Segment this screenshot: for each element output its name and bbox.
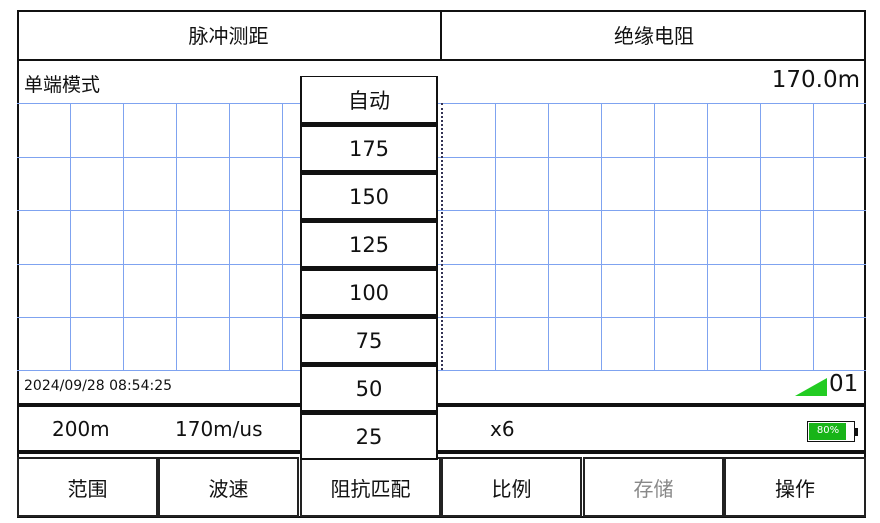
signal-icon (795, 378, 827, 396)
dropdown-option[interactable]: 100 (300, 268, 438, 316)
button-label: 存储 (633, 476, 674, 501)
divider (17, 403, 866, 407)
option-label: 125 (348, 232, 390, 257)
button-label: 范围 (67, 476, 108, 501)
button-5[interactable]: 操作 (724, 457, 866, 517)
grid-line-vertical (282, 103, 283, 370)
dropdown-option[interactable]: 175 (300, 124, 438, 172)
grid-line-vertical (601, 103, 602, 370)
button-4[interactable]: 存储 (583, 457, 724, 517)
battery-icon: 80% (807, 421, 858, 442)
range-value: 200m (52, 417, 110, 441)
dropdown-option[interactable]: 25 (300, 412, 438, 460)
dropdown-option[interactable]: 150 (300, 172, 438, 220)
channel-number: 01 (829, 371, 859, 397)
button-label: 阻抗匹配 (330, 476, 411, 501)
button-label: 波速 (208, 476, 249, 501)
button-1[interactable]: 波速 (158, 457, 299, 517)
distance-readout: 170.0m (771, 67, 860, 93)
grid-line-vertical (70, 103, 71, 370)
scale-value: x6 (490, 417, 515, 441)
grid-line-vertical (123, 103, 124, 370)
button-label: 操作 (775, 476, 815, 501)
button-2[interactable]: 阻抗匹配 (300, 457, 441, 517)
option-label: 175 (348, 136, 390, 161)
dropdown-option[interactable]: 125 (300, 220, 438, 268)
dropdown-option[interactable]: 自动 (300, 76, 438, 124)
tab-insulation-resistance[interactable]: 绝缘电阻 (442, 10, 866, 61)
battery-tip (855, 428, 858, 436)
option-label: 自动 (348, 88, 390, 113)
grid-line-vertical (548, 103, 549, 370)
velocity-value: 170m/us (175, 417, 263, 441)
tab-label: 绝缘电阻 (614, 24, 694, 48)
cursor-line[interactable] (441, 103, 443, 370)
option-label: 100 (348, 280, 390, 305)
button-3[interactable]: 比例 (441, 457, 582, 517)
option-label: 75 (355, 328, 383, 353)
grid-line-vertical (495, 103, 496, 370)
divider (17, 450, 866, 454)
button-0[interactable]: 范围 (17, 457, 158, 517)
dropdown-option[interactable]: 50 (300, 364, 438, 412)
grid-line-vertical (760, 103, 761, 370)
grid-line-horizontal (17, 370, 866, 371)
grid-line-vertical (707, 103, 708, 370)
option-label: 50 (355, 376, 383, 401)
datetime: 2024/09/28 08:54:25 (24, 378, 173, 394)
mode-label: 单端模式 (24, 74, 101, 96)
option-label: 25 (355, 424, 383, 449)
dropdown-option[interactable]: 75 (300, 316, 438, 364)
grid-line-vertical (654, 103, 655, 370)
button-label: 比例 (491, 476, 532, 501)
grid-line-vertical (176, 103, 177, 370)
tab-pulse-ranging[interactable]: 脉冲测距 (17, 10, 442, 61)
grid-line-vertical (813, 103, 814, 370)
battery-fill (809, 423, 846, 440)
option-label: 150 (348, 184, 390, 209)
grid-line-vertical (229, 103, 230, 370)
tab-label: 脉冲测距 (188, 24, 269, 48)
battery-label: 80% (816, 425, 840, 436)
